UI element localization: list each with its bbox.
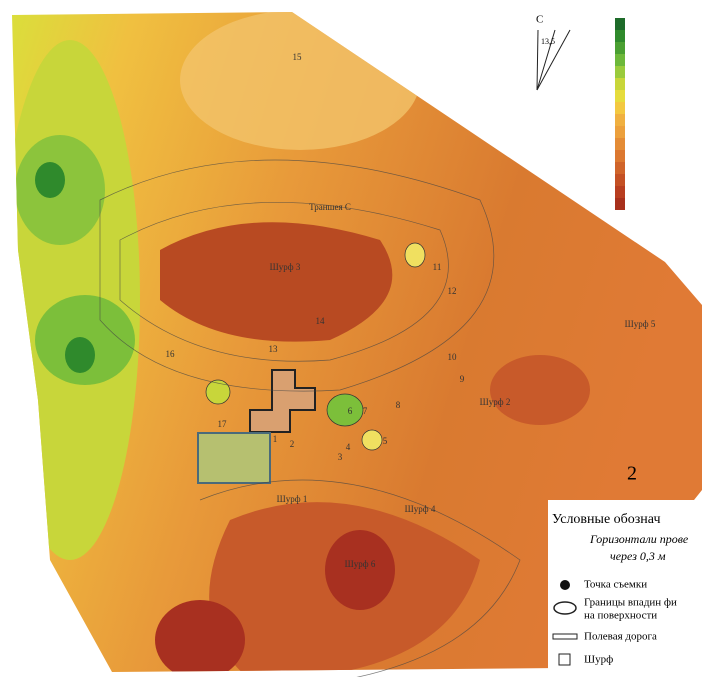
- panel-number: 2: [627, 463, 637, 485]
- map-label: 13: [269, 344, 279, 354]
- color-scale: [615, 18, 625, 210]
- map-label: 16: [166, 349, 176, 359]
- scale-swatch: [615, 198, 625, 210]
- scale-swatch: [615, 78, 625, 90]
- scale-swatch: [615, 30, 625, 42]
- scale-swatch: [615, 42, 625, 54]
- map-label: 6: [348, 406, 353, 416]
- legend-item: Границы впадин фи: [584, 597, 677, 609]
- map: 15Траншея СШурф 3111214Шурф 51613109Шурф…: [0, 0, 705, 677]
- map-label: 9: [460, 374, 465, 384]
- map-label: 1: [273, 434, 278, 444]
- scale-swatch: [615, 126, 625, 138]
- scale-swatch: [615, 18, 625, 30]
- map-label: 14: [316, 316, 326, 326]
- scale-swatch: [615, 174, 625, 186]
- north-label: С: [536, 14, 543, 26]
- map-label: 4: [346, 442, 351, 452]
- map-label: 11: [433, 262, 442, 272]
- map-label: Траншея С: [309, 202, 351, 212]
- scale-swatch: [615, 66, 625, 78]
- map-label: Шурф 6: [345, 559, 376, 569]
- legend-contours: Горизонтали прове: [589, 532, 689, 546]
- page: 15Траншея СШурф 3111214Шурф 51613109Шурф…: [0, 0, 705, 677]
- legend-contours: через 0,3 м: [610, 549, 666, 563]
- angle-label: 13,5: [541, 37, 555, 46]
- scale-swatch: [615, 102, 625, 114]
- map-label: 10: [448, 352, 458, 362]
- map-label: Шурф 4: [405, 504, 436, 514]
- legend-item: Шурф: [584, 654, 613, 666]
- map-label: 15: [293, 52, 303, 62]
- scale-swatch: [615, 114, 625, 126]
- legend-item: Полевая дорога: [584, 631, 657, 643]
- scale-swatch: [615, 90, 625, 102]
- map-label: 12: [448, 286, 457, 296]
- scale-swatch: [615, 54, 625, 66]
- map-label: 8: [396, 400, 401, 410]
- legend-point-icon: [560, 580, 570, 590]
- map-label: Шурф 2: [480, 397, 511, 407]
- legend-item: на поверхности: [584, 610, 657, 622]
- scale-swatch: [615, 138, 625, 150]
- map-label: Шурф 3: [270, 262, 301, 272]
- legend-title: Условные обознач: [552, 512, 661, 527]
- map-label: 3: [338, 452, 343, 462]
- scale-swatch: [615, 150, 625, 162]
- map-label: 5: [383, 436, 388, 446]
- scale-swatch: [615, 162, 625, 174]
- map-label: 2: [290, 439, 295, 449]
- map-label: Шурф 1: [277, 494, 308, 504]
- legend-item: Точка съемки: [584, 579, 647, 591]
- map-label: 7: [363, 406, 368, 416]
- map-label: 17: [218, 419, 228, 429]
- map-label: Шурф 5: [625, 319, 656, 329]
- scale-swatch: [615, 186, 625, 198]
